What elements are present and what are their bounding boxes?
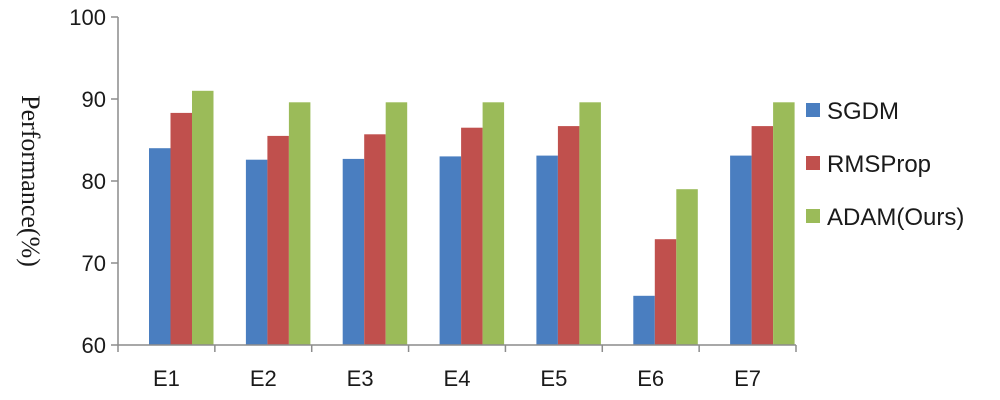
bar-sgdm-e4 bbox=[439, 156, 462, 345]
x-tick-label-e3: E3 bbox=[347, 366, 374, 391]
legend: SGDM RMSProp ADAM(Ours) bbox=[806, 98, 964, 231]
legend-label: RMSProp bbox=[827, 151, 931, 178]
x-tick-label-e2: E2 bbox=[250, 366, 277, 391]
bar-sgdm-e7 bbox=[730, 155, 752, 345]
bar-rmsprop-e5 bbox=[557, 126, 580, 345]
x-tick-label-e1: E1 bbox=[153, 366, 180, 391]
legend-swatch-rmsprop bbox=[806, 156, 820, 170]
y-tick-label: 100 bbox=[69, 5, 106, 30]
bar-rmsprop-e7 bbox=[751, 126, 774, 345]
bar-sgdm-e3 bbox=[342, 158, 365, 345]
axes-layer: 60 70 80 90 100 E1 E2 E3 E4 E5 E6 E7 bbox=[69, 5, 797, 391]
bar-adam-ours--e2 bbox=[288, 102, 311, 345]
bar-rmsprop-e1 bbox=[170, 112, 192, 346]
legend-label: SGDM bbox=[827, 98, 899, 125]
bar-sgdm-e6 bbox=[633, 295, 655, 345]
y-tick-label: 90 bbox=[82, 87, 106, 112]
x-tick-label-e7: E7 bbox=[734, 366, 761, 391]
legend-swatch-adam-ours- bbox=[806, 209, 820, 223]
bar-sgdm-e1 bbox=[149, 148, 171, 345]
x-tick-label-e6: E6 bbox=[637, 366, 664, 391]
bar-sgdm-e5 bbox=[536, 155, 558, 345]
legend-label: ADAM(Ours) bbox=[827, 204, 964, 231]
bar-adam-ours--e7 bbox=[773, 102, 795, 345]
y-tick-label: 60 bbox=[82, 333, 106, 358]
legend-swatch-sgdm bbox=[806, 103, 820, 117]
y-tick-label: 80 bbox=[82, 169, 106, 194]
bar-adam-ours--e1 bbox=[192, 90, 214, 345]
y-tick-label: 70 bbox=[82, 251, 106, 276]
bars-layer bbox=[149, 90, 795, 346]
bar-adam-ours--e5 bbox=[579, 102, 601, 345]
y-axis-title-group: Performance(%) bbox=[16, 95, 45, 267]
bar-adam-ours--e3 bbox=[385, 102, 408, 345]
bar-adam-ours--e6 bbox=[676, 189, 698, 345]
x-tick-label-e4: E4 bbox=[444, 366, 471, 391]
bar-adam-ours--e4 bbox=[482, 102, 505, 345]
bar-rmsprop-e2 bbox=[267, 135, 289, 345]
x-tick-label-e5: E5 bbox=[540, 366, 567, 391]
y-axis-title: Performance(%) bbox=[16, 95, 45, 267]
bar-rmsprop-e3 bbox=[364, 134, 386, 345]
bar-rmsprop-e6 bbox=[654, 239, 677, 345]
bar-rmsprop-e4 bbox=[461, 127, 483, 345]
bar-sgdm-e2 bbox=[245, 159, 268, 345]
